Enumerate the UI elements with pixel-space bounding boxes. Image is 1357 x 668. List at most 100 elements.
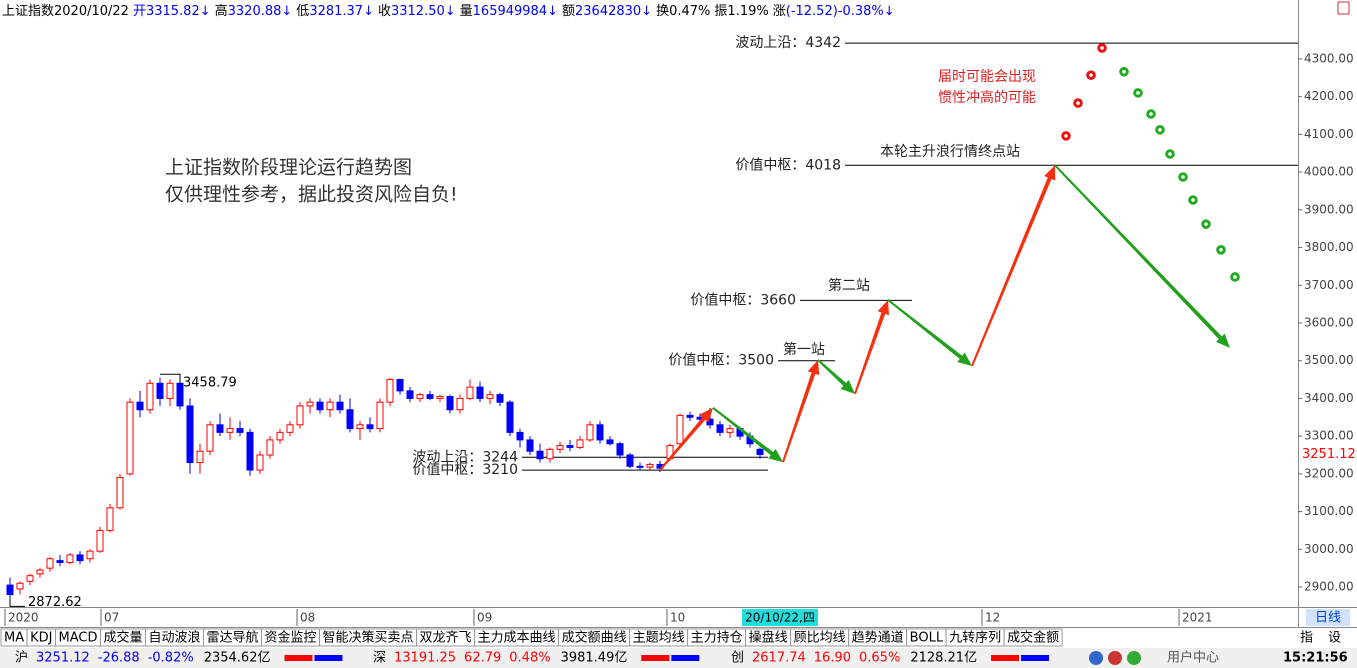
tab[interactable]: 九转序列 bbox=[945, 628, 1005, 647]
tab-label[interactable]: 设 bbox=[1328, 631, 1341, 646]
tab[interactable]: 成交额曲线 bbox=[558, 628, 631, 647]
tab-label[interactable]: MA bbox=[4, 631, 24, 646]
candle-body bbox=[206, 424, 214, 452]
tab-label[interactable]: 智能决策买卖点 bbox=[323, 630, 414, 646]
x-tick-label: 2021 bbox=[1182, 611, 1213, 625]
y-tick-label: 4000.00 bbox=[1304, 165, 1354, 179]
header-item: 3315.82↓ bbox=[146, 4, 211, 19]
tab-label[interactable]: 双龙齐飞 bbox=[420, 630, 472, 646]
tab[interactable]: 智能决策买卖点 bbox=[319, 628, 418, 647]
x-tick-label: 2020 bbox=[8, 611, 39, 625]
tab[interactable]: 成交金额 bbox=[1003, 628, 1063, 647]
tab-label[interactable]: 主题均线 bbox=[633, 631, 685, 646]
tab[interactable]: 趋势通道 bbox=[848, 628, 908, 647]
tab-label[interactable]: 主力持仓 bbox=[691, 631, 743, 646]
tab[interactable]: 成交量 bbox=[99, 628, 146, 647]
status-bar-blue bbox=[314, 655, 343, 661]
tab-label[interactable]: BOLL bbox=[910, 631, 944, 646]
status-bar-blue bbox=[1021, 655, 1050, 661]
annotation: 惯性冲高的可能 bbox=[938, 89, 1036, 106]
tab[interactable]: 主题均线 bbox=[629, 628, 689, 647]
tab-label[interactable]: 自动波浪 bbox=[148, 631, 200, 646]
candle-body bbox=[396, 379, 404, 392]
level-value: 3500 bbox=[738, 353, 774, 369]
tab[interactable]: 主力成本曲线 bbox=[474, 628, 560, 647]
level-label: 价值中枢：4018 bbox=[735, 157, 841, 173]
tab-label[interactable]: 趋势通道 bbox=[852, 630, 904, 646]
trend-arrow bbox=[1054, 164, 1230, 348]
status-change: -26.88 bbox=[98, 651, 140, 666]
tab[interactable]: 自动波浪 bbox=[144, 628, 204, 647]
tab-label[interactable]: 顾比均线 bbox=[794, 631, 846, 646]
candle-body bbox=[646, 463, 654, 468]
candle-body bbox=[416, 394, 424, 399]
annotation: 第二站 bbox=[828, 277, 870, 294]
tab-label[interactable]: KDJ bbox=[30, 631, 52, 646]
tab[interactable]: 资金监控 bbox=[261, 628, 321, 647]
candle-body bbox=[266, 439, 274, 456]
status-bar-red bbox=[991, 655, 1020, 661]
tab-label[interactable]: 资金监控 bbox=[265, 630, 317, 646]
tab[interactable]: BOLL bbox=[906, 628, 947, 647]
tab-label[interactable]: 雷达导航 bbox=[206, 630, 258, 646]
chart-title: 上证指数阶段理论运行趋势图 bbox=[165, 157, 412, 179]
tab[interactable]: 操盘线 bbox=[745, 628, 792, 647]
candle-body bbox=[346, 409, 354, 430]
candle-body bbox=[596, 424, 604, 441]
tab[interactable]: 雷达导航 bbox=[202, 628, 262, 647]
tab[interactable]: 顾比均线 bbox=[790, 628, 850, 647]
candle-body bbox=[576, 439, 584, 448]
status-icon[interactable] bbox=[1127, 651, 1141, 665]
header-item: 振 bbox=[714, 4, 727, 19]
candle-body bbox=[446, 396, 454, 411]
tab-label[interactable]: 成交额曲线 bbox=[562, 630, 627, 646]
projection-dot bbox=[1133, 88, 1143, 98]
tab-label[interactable]: 操盘线 bbox=[749, 630, 788, 646]
status-icon[interactable] bbox=[1089, 651, 1103, 665]
candle-body bbox=[586, 424, 594, 441]
status-time: 15:21:56 bbox=[1283, 651, 1348, 666]
header-item: 0.47% bbox=[669, 4, 710, 19]
level-label: 波动上沿：3244 bbox=[412, 449, 518, 465]
y-tick-label: 3900.00 bbox=[1304, 202, 1354, 216]
candle-body bbox=[236, 428, 244, 433]
tab[interactable]: 双龙齐飞 bbox=[416, 628, 476, 647]
candle-body bbox=[706, 418, 714, 426]
header-item: (-12.52)-0.38%↓ bbox=[786, 4, 895, 19]
header-item: 涨 bbox=[773, 4, 786, 19]
candle-body bbox=[156, 382, 164, 399]
header-item: 换 bbox=[656, 4, 669, 19]
tab[interactable]: 主力持仓 bbox=[687, 628, 747, 647]
level-name: 价值中枢： bbox=[412, 462, 482, 478]
tab[interactable]: MACD bbox=[54, 628, 101, 647]
status-pct: 0.65% bbox=[859, 651, 900, 666]
tab-label[interactable]: 成交金额 bbox=[1007, 630, 1059, 646]
tab-label[interactable]: 成交量 bbox=[103, 630, 142, 646]
tab[interactable]: MA bbox=[0, 628, 28, 647]
status-name: 创 bbox=[731, 651, 744, 666]
candle-body bbox=[16, 582, 24, 590]
projection-dot bbox=[1165, 149, 1175, 159]
icon[interactable] bbox=[1337, 1, 1350, 15]
candle-body bbox=[316, 401, 324, 411]
candle-body bbox=[546, 448, 554, 460]
period-label[interactable]: 日线 bbox=[1315, 611, 1341, 626]
tab-label[interactable]: 主力成本曲线 bbox=[478, 631, 556, 646]
status-icon[interactable] bbox=[1108, 651, 1122, 665]
candle-body bbox=[306, 401, 314, 407]
level-value: 4018 bbox=[805, 157, 841, 173]
status-user[interactable]: 用户中心 bbox=[1167, 650, 1219, 666]
candle-body bbox=[626, 454, 634, 467]
tab-label[interactable]: MACD bbox=[58, 631, 97, 646]
tab-label[interactable]: 指 bbox=[1300, 631, 1313, 646]
candle-body bbox=[296, 405, 304, 426]
tab-label[interactable]: 九转序列 bbox=[949, 631, 1001, 646]
level-value: 3210 bbox=[482, 462, 518, 478]
tab-box[interactable] bbox=[1003, 628, 1063, 647]
candle-body bbox=[426, 394, 434, 399]
header-item: 量 bbox=[460, 4, 473, 19]
y-tick-label: 3200.00 bbox=[1304, 466, 1354, 480]
candle-body bbox=[566, 445, 574, 448]
tab[interactable]: KDJ bbox=[26, 628, 56, 647]
